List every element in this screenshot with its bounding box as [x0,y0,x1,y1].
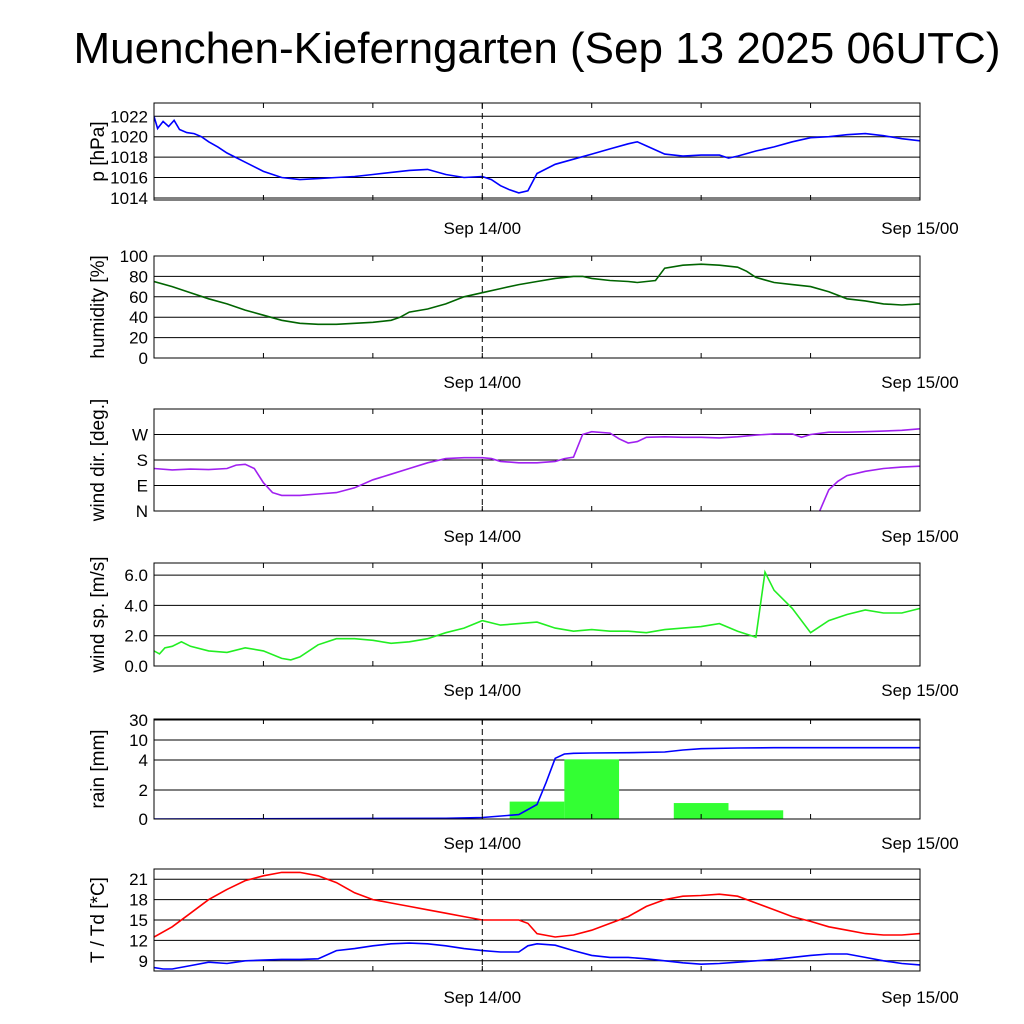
x-date-label: Sep 14/00 [444,681,522,700]
y-tick-label: 15 [129,911,148,930]
x-date-label: Sep 15/00 [881,373,959,392]
y-axis-label: wind dir. [deg.] [88,399,109,523]
pressure-series-line-0 [154,116,920,194]
y-tick-label: 10 [129,731,148,750]
rain-bar [564,759,620,819]
x-date-label: Sep 15/00 [881,527,959,546]
y-tick-label: 2.0 [124,627,148,646]
y-tick-label: 1020 [110,128,148,147]
y-tick-label: 4 [139,751,148,770]
x-date-label: Sep 14/00 [444,373,522,392]
y-tick-label: 30 [129,711,148,730]
y-tick-label: S [137,451,148,470]
panel-frame [153,562,921,667]
y-tick-label: 20 [129,329,148,348]
temperature_dewpoint-series-line-0 [154,871,920,938]
y-tick-label: 60 [129,288,148,307]
y-tick-label: 40 [129,308,148,327]
y-tick-label: 1014 [110,189,148,208]
y-tick-label: 9 [139,952,148,971]
y-axis-label: rain [mm] [88,729,109,808]
x-date-label: Sep 14/00 [444,834,522,853]
temperature_dewpoint-series-line-1 [154,942,920,970]
panel-frame [153,102,921,201]
y-tick-label: 2 [139,781,148,800]
rain-bar [728,810,784,819]
y-tick-label: 80 [129,267,148,286]
y-tick-label: 0 [139,810,148,829]
rain-bar [673,803,729,819]
humidity-series-line-0 [154,263,920,326]
x-date-label: Sep 15/00 [881,988,959,1007]
y-tick-label: 21 [129,870,148,889]
wind_direction-series-line-1 [818,465,920,511]
y-tick-label: 4.0 [124,596,148,615]
y-tick-label: 0 [139,349,148,368]
y-tick-label: 1022 [110,107,148,126]
wind_speed-series-line-0 [154,569,920,661]
y-tick-label: N [136,502,148,521]
y-tick-label: W [132,426,148,445]
panel-frame [153,718,921,820]
y-tick-label: 18 [129,891,148,910]
x-date-label: Sep 15/00 [881,681,959,700]
y-axis-label: humidity [%] [88,255,109,358]
y-axis-label: T / Td [*C] [88,877,109,963]
page-title: Muenchen-Kieferngarten (Sep 13 2025 06UT… [73,24,1001,73]
x-date-label: Sep 14/00 [444,527,522,546]
rain-cumulative-line [154,746,920,819]
y-tick-label: E [137,477,148,496]
y-axis-label: wind sp. [m/s] [88,556,109,673]
panel-frame [153,408,921,512]
x-date-label: Sep 14/00 [444,988,522,1007]
y-axis-label: p [hPa] [88,121,109,181]
x-date-label: Sep 15/00 [881,834,959,853]
y-tick-label: 100 [120,247,148,266]
panel-frame [153,255,921,359]
panel-frame [153,868,921,972]
panel-wind_speed: 0.0 2.0 4.0 6.0 Sep 14/00 Sep 15/00 wind sp. [… [88,556,959,700]
y-tick-label: 0.0 [124,657,148,676]
rain-bar [509,801,565,819]
x-date-label: Sep 15/00 [881,219,959,238]
y-tick-label: 1016 [110,169,148,188]
y-tick-label: 6.0 [124,566,148,585]
x-date-label: Sep 14/00 [444,219,522,238]
y-tick-label: 1018 [110,148,148,167]
y-tick-label: 12 [129,931,148,950]
wind_direction-series-line-0 [154,427,920,497]
